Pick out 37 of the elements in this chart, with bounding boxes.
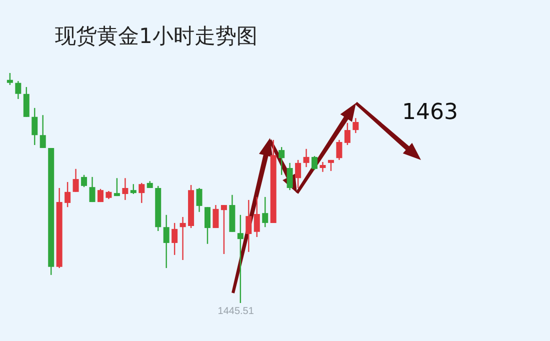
candlestick <box>246 199 252 253</box>
candlestick <box>15 80 22 100</box>
candlestick <box>278 146 285 176</box>
candlestick <box>212 204 219 229</box>
candlestick <box>320 161 326 172</box>
candlestick <box>352 117 359 134</box>
candlestick <box>196 187 202 213</box>
candlestick <box>64 181 71 208</box>
candlestick <box>81 174 88 188</box>
candlestick <box>172 222 178 256</box>
candlestick <box>220 204 227 255</box>
candlestick <box>89 176 96 203</box>
candlestick <box>163 214 170 269</box>
candlestick <box>32 107 38 146</box>
candlestick <box>336 139 342 161</box>
candlestick <box>254 196 260 238</box>
candlestick <box>122 178 128 201</box>
candlestick <box>40 114 46 149</box>
candlestick <box>262 196 268 228</box>
candlestick <box>72 168 79 193</box>
candlestick <box>23 86 30 118</box>
candlestick <box>138 182 145 204</box>
candlestick <box>114 178 120 197</box>
candlestick <box>286 162 293 191</box>
candlestick <box>97 188 104 203</box>
candlestick <box>130 183 136 195</box>
candlestick <box>180 216 186 261</box>
candlestick <box>312 155 318 171</box>
candlestick <box>6 72 13 86</box>
text: 1445.51 <box>218 306 254 317</box>
text: 1463 <box>402 100 458 125</box>
candlestick <box>295 159 302 189</box>
candlestick <box>237 214 244 304</box>
candlestick <box>303 148 310 168</box>
candlestick <box>204 206 210 244</box>
chart-title: 现货黄金1小时走势图 <box>55 23 258 50</box>
candlestick <box>344 122 350 146</box>
